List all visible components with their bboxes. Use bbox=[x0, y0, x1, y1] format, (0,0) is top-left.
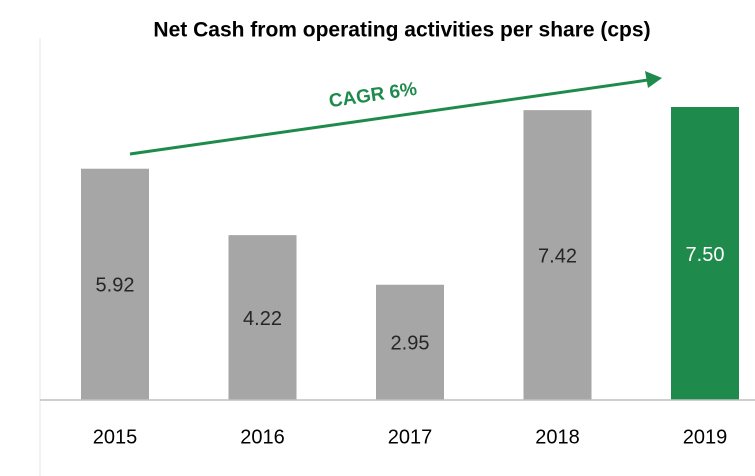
value-label: 4.22 bbox=[243, 308, 282, 330]
bar bbox=[523, 110, 592, 400]
x-tick-label: 2018 bbox=[535, 426, 580, 448]
bar bbox=[671, 107, 739, 400]
x-tick-label: 2016 bbox=[240, 426, 285, 448]
x-tick-label: 2017 bbox=[388, 426, 433, 448]
value-label: 2.95 bbox=[391, 333, 430, 355]
value-label: 7.50 bbox=[686, 244, 725, 266]
bar bbox=[81, 168, 149, 400]
arrow-line bbox=[129, 78, 649, 156]
annotation: CAGR 6% bbox=[328, 79, 419, 112]
bar bbox=[228, 235, 297, 400]
value-label: 7.42 bbox=[538, 245, 577, 267]
chart-title: Net Cash from operating activities per s… bbox=[153, 19, 650, 42]
x-tick-label: 2015 bbox=[93, 426, 138, 448]
arrow-head bbox=[645, 71, 662, 88]
x-tick-label: 2019 bbox=[683, 426, 728, 448]
bar bbox=[376, 284, 444, 400]
value-label: 5.92 bbox=[96, 275, 135, 297]
